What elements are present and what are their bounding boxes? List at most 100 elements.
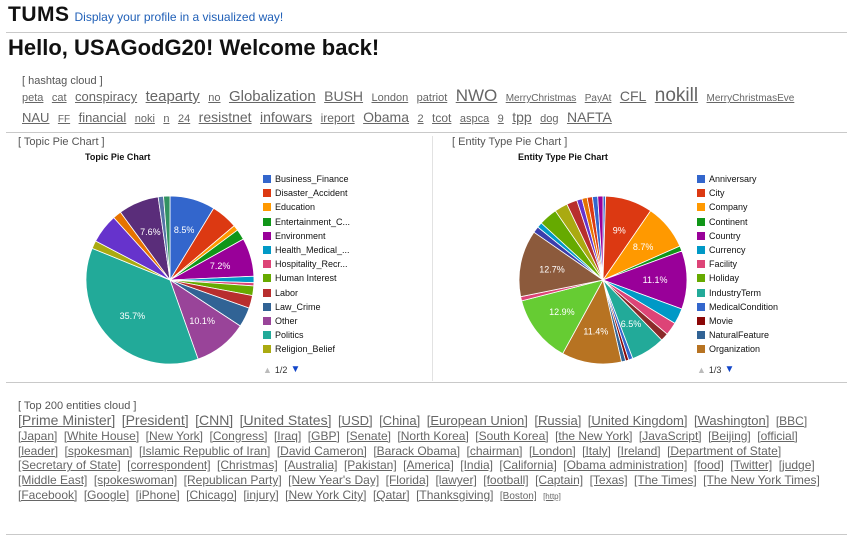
entity-link-secretary-of-state[interactable]: [Secretary of State] [18, 458, 121, 473]
entity-link-captain[interactable]: [Captain] [535, 473, 584, 488]
entity-legend-item-facility[interactable]: Facility [697, 257, 778, 271]
entity-link-white-house[interactable]: [White House] [63, 428, 140, 443]
hashtag-link-tcot[interactable]: tcot [432, 111, 452, 125]
entity-legend-item-movie[interactable]: Movie [697, 314, 778, 328]
entity-link-texas[interactable]: [Texas] [589, 473, 628, 488]
entity-legend-item-medicalcondition[interactable]: MedicalCondition [697, 300, 778, 314]
hashtag-link-no[interactable]: no [208, 92, 221, 104]
entity-legend-item-organization[interactable]: Organization [697, 342, 778, 356]
entity-link-london[interactable]: [London] [528, 443, 576, 458]
topic-legend-item-human-interest[interactable]: Human Interest [263, 271, 350, 285]
topic-legend-item-health-medical[interactable]: Health_Medical_... [263, 243, 350, 257]
hashtag-link-merrychristmaseve[interactable]: MerryChristmasEve [706, 93, 795, 104]
topic-pie-slice-item-17[interactable] [163, 195, 171, 281]
entity-link-california[interactable]: [California] [499, 458, 557, 473]
entity-link-gbp[interactable]: [GBP] [307, 428, 340, 443]
hashtag-link-dog[interactable]: dog [540, 113, 559, 125]
topic-legend-item-other[interactable]: Other [263, 314, 350, 328]
entity-link-iraq[interactable]: [Iraq] [273, 428, 302, 443]
entity-link-italy[interactable]: [Italy] [582, 443, 611, 458]
pager-up-arrow-icon[interactable]: ▲ [697, 364, 706, 375]
entity-link-the-new-york[interactable]: [the New York] [555, 428, 633, 443]
topic-legend-item-environment[interactable]: Environment [263, 229, 350, 243]
hashtag-link-london[interactable]: London [371, 92, 409, 104]
entity-pie-chart[interactable]: 9% 8.7% 11.1% 6.5% 11.4% 12.9% 12.7% [503, 180, 703, 380]
topic-legend-item-business-finance[interactable]: Business_Finance [263, 172, 350, 186]
hashtag-link-ireport[interactable]: ireport [320, 111, 355, 125]
entity-link-china[interactable]: [China] [379, 413, 421, 428]
entity-link-food[interactable]: [food] [693, 458, 724, 473]
entity-link-pakistan[interactable]: [Pakistan] [343, 458, 397, 473]
entity-link-chairman[interactable]: [chairman] [466, 443, 523, 458]
entity-link-judge[interactable]: [judge] [778, 458, 815, 473]
topic-legend-item-law-crime[interactable]: Law_Crime [263, 300, 350, 314]
hashtag-link-nokill[interactable]: nokill [654, 85, 699, 106]
entity-link-middle-east[interactable]: [Middle East] [18, 473, 88, 488]
entity-link-america[interactable]: [America] [403, 458, 454, 473]
entity-link-president[interactable]: [President] [121, 412, 189, 428]
entity-link-boston[interactable]: [Boston] [499, 490, 537, 502]
hashtag-link-financial[interactable]: financial [78, 110, 127, 125]
entity-link-australia[interactable]: [Australia] [284, 458, 338, 473]
entity-link-david-cameron[interactable]: [David Cameron] [276, 443, 367, 458]
hashtag-link-conspiracy[interactable]: conspiracy [75, 89, 138, 104]
hashtag-link-9[interactable]: 9 [497, 113, 504, 125]
entity-link-leader[interactable]: [leader] [18, 443, 59, 458]
hashtag-link-bush[interactable]: BUSH [324, 88, 364, 104]
entity-link-facebook[interactable]: [Facebook] [18, 487, 78, 502]
entity-legend-item-city[interactable]: City [697, 186, 778, 200]
entity-link-the-new-york-times[interactable]: [The New York Times] [703, 473, 820, 488]
entity-link-usd[interactable]: [USD] [337, 413, 373, 428]
topic-legend-item-education[interactable]: Education [263, 200, 350, 214]
hashtag-link-resistnet[interactable]: resistnet [198, 109, 252, 125]
entity-legend-item-continent[interactable]: Continent [697, 215, 778, 229]
entity-link-russia[interactable]: [Russia] [534, 413, 582, 428]
entity-legend-item-country[interactable]: Country [697, 229, 778, 243]
topic-legend-item-disaster-accident[interactable]: Disaster_Accident [263, 186, 350, 200]
entity-link-congress[interactable]: [Congress] [209, 428, 268, 443]
hashtag-link-ff[interactable]: FF [57, 114, 71, 125]
entity-link-united-kingdom[interactable]: [United Kingdom] [587, 413, 688, 428]
entity-link-google[interactable]: [Google] [83, 487, 130, 502]
entity-link-india[interactable]: [India] [460, 458, 493, 473]
entity-link-republican-party[interactable]: [Republican Party] [183, 473, 282, 488]
topic-legend-item-religion-belief[interactable]: Religion_Belief [263, 342, 350, 356]
hashtag-link-obama[interactable]: Obama [363, 109, 410, 125]
entity-link-bbc[interactable]: [BBC] [775, 414, 808, 428]
hashtag-link-payat[interactable]: PayAt [584, 93, 612, 104]
entity-link-christmas[interactable]: [Christmas] [217, 458, 278, 473]
entity-link-senate[interactable]: [Senate] [346, 428, 391, 443]
hashtag-link-patriot[interactable]: patriot [416, 92, 448, 104]
entity-link-http[interactable]: [http] [543, 491, 561, 501]
entity-link-washington[interactable]: [Washington] [693, 413, 770, 428]
entity-legend-item-industryterm[interactable]: IndustryTerm [697, 286, 778, 300]
entity-link-florida[interactable]: [Florida] [385, 473, 429, 488]
entity-legend-item-currency[interactable]: Currency [697, 243, 778, 257]
hashtag-link-nafta[interactable]: NAFTA [566, 109, 612, 125]
entity-link-barack-obama[interactable]: [Barack Obama] [373, 443, 461, 458]
topic-legend-item-politics[interactable]: Politics [263, 328, 350, 342]
entity-link-spokesman[interactable]: [spokesman] [64, 443, 133, 458]
hashtag-link-infowars[interactable]: infowars [260, 109, 313, 125]
entity-link-beijing[interactable]: [Beijing] [708, 428, 751, 443]
entity-link-injury[interactable]: [injury] [243, 487, 279, 502]
hashtag-link-cat[interactable]: cat [51, 92, 67, 104]
entity-link-correspondent[interactable]: [correspondent] [127, 458, 211, 473]
hashtag-link-24[interactable]: 24 [177, 113, 191, 125]
hashtag-link-n[interactable]: n [163, 113, 170, 125]
hashtag-link-tpp[interactable]: tpp [512, 109, 532, 125]
entity-link-football[interactable]: [football] [483, 473, 529, 488]
entity-link-new-york[interactable]: [New York] [145, 428, 204, 443]
entity-link-twitter[interactable]: [Twitter] [730, 458, 773, 473]
hashtag-link-2[interactable]: 2 [417, 113, 424, 125]
entity-link-south-korea[interactable]: [South Korea] [475, 428, 549, 443]
hashtag-link-aspca[interactable]: aspca [459, 113, 490, 125]
entity-link-the-times[interactable]: [The Times] [634, 473, 697, 488]
entity-link-official[interactable]: [official] [757, 428, 798, 443]
topic-pie-chart[interactable]: 8.5% 7.2% 10.1% 35.7% 7.6% [70, 180, 270, 380]
topic-legend-item-entertainment-c[interactable]: Entertainment_C... [263, 215, 350, 229]
entity-link-javascript[interactable]: [JavaScript] [638, 428, 702, 443]
hashtag-link-cfl[interactable]: CFL [619, 88, 647, 104]
entity-legend-item-holiday[interactable]: Holiday [697, 271, 778, 285]
hashtag-link-merrychristmas[interactable]: MerryChristmas [505, 93, 577, 104]
